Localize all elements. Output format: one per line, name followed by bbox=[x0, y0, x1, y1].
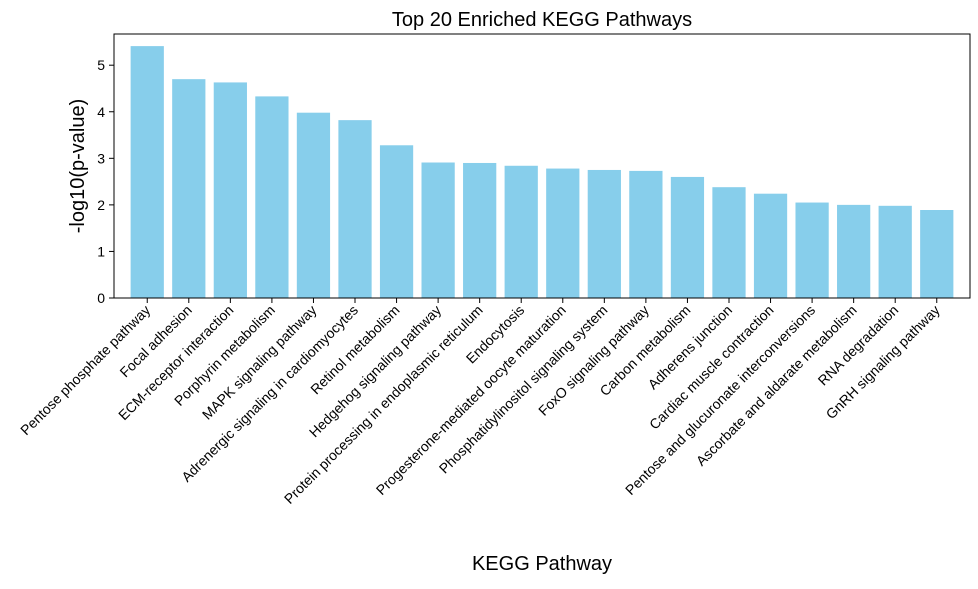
x-tick-label: Focal adhesion bbox=[116, 302, 194, 380]
y-axis: 0 1 2 3 4 5 bbox=[97, 57, 114, 306]
bar-9 bbox=[463, 162, 497, 298]
plot-frame bbox=[113, 33, 971, 299]
x-axis-title: KEGG Pathway bbox=[472, 553, 612, 575]
y-tick-label: 3 bbox=[97, 150, 105, 166]
bar-5 bbox=[296, 112, 331, 298]
bar-11 bbox=[546, 168, 580, 298]
y-tick-label: 4 bbox=[97, 104, 105, 120]
bar-7 bbox=[379, 145, 414, 298]
bar-14 bbox=[670, 176, 705, 298]
bar-4 bbox=[255, 96, 289, 298]
y-tick-label: 2 bbox=[97, 197, 105, 213]
bar-19 bbox=[878, 205, 912, 298]
bar-15 bbox=[712, 187, 746, 298]
bar-1 bbox=[130, 46, 164, 298]
bar-8 bbox=[421, 162, 455, 298]
y-tick-label: 5 bbox=[97, 57, 105, 73]
bar-12 bbox=[587, 169, 621, 298]
y-axis-title: -log10(p-value) bbox=[67, 99, 89, 234]
bar-13 bbox=[629, 170, 663, 298]
chart-title: Top 20 Enriched KEGG Pathways bbox=[392, 9, 692, 31]
y-tick-label: 1 bbox=[97, 243, 105, 259]
bar-2 bbox=[172, 79, 206, 298]
bar-20 bbox=[920, 210, 954, 298]
y-tick-label: 0 bbox=[97, 290, 105, 306]
bar-18 bbox=[837, 204, 871, 298]
bar-16 bbox=[753, 193, 788, 298]
bar-3 bbox=[213, 82, 247, 298]
bar-6 bbox=[338, 120, 372, 298]
bar-10 bbox=[504, 165, 538, 298]
bar-17 bbox=[795, 202, 829, 298]
bars-group bbox=[130, 46, 954, 298]
